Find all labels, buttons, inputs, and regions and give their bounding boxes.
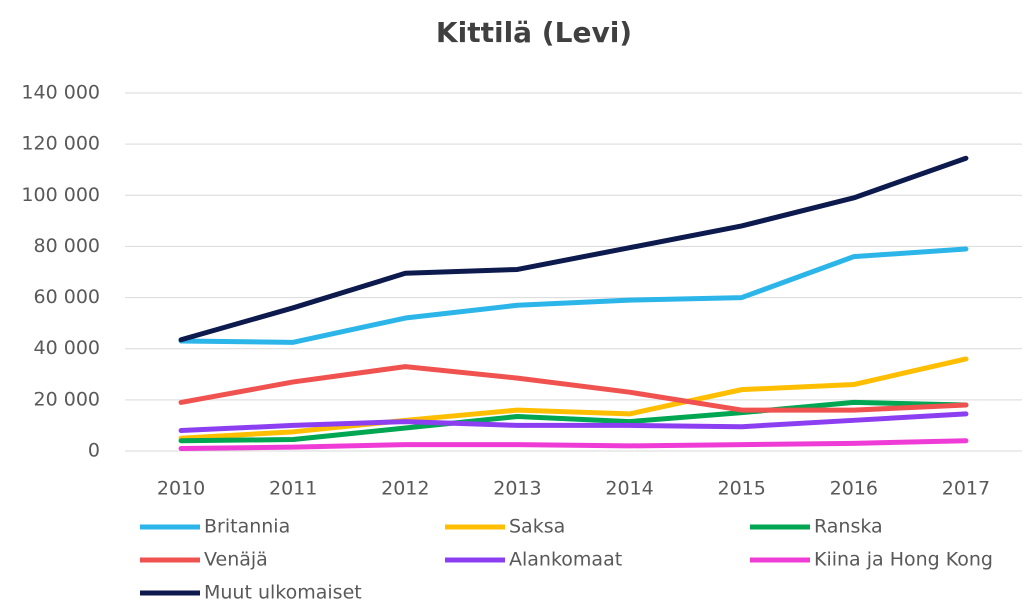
legend-label: Ranska (814, 516, 883, 538)
x-tick-label: 2010 (157, 478, 205, 500)
y-tick-label: 140 000 (21, 82, 100, 104)
x-tick-label: 2011 (269, 478, 317, 500)
y-tick-label: 40 000 (34, 337, 100, 359)
series-line (178, 155, 969, 343)
series-line (178, 399, 969, 444)
legend-label: Venäjä (204, 549, 268, 571)
x-tick-label: 2013 (493, 478, 541, 500)
legend-label: Britannia (204, 516, 290, 538)
y-tick-label: 60 000 (34, 286, 100, 308)
y-tick-label: 120 000 (21, 133, 100, 155)
legend-label: Kiina ja Hong Kong (814, 549, 993, 571)
y-tick-label: 100 000 (21, 184, 100, 206)
legend-label: Muut ulkomaiset (204, 582, 362, 603)
x-tick-label: 2015 (718, 478, 766, 500)
legend-label: Saksa (509, 516, 565, 538)
series-line (178, 364, 969, 413)
series-line (178, 356, 969, 441)
x-tick-label: 2012 (381, 478, 429, 500)
series-line (178, 438, 969, 451)
y-tick-label: 0 (88, 440, 100, 462)
series-line (178, 246, 969, 345)
y-tick-label: 20 000 (34, 388, 100, 410)
x-tick-label: 2016 (830, 478, 878, 500)
series-line (178, 411, 969, 434)
x-tick-label: 2017 (942, 478, 990, 500)
x-tick-label: 2014 (605, 478, 653, 500)
chart-title: Kittilä (Levi) (436, 16, 632, 49)
y-tick-label: 80 000 (34, 235, 100, 257)
legend-label: Alankomaat (509, 549, 622, 571)
